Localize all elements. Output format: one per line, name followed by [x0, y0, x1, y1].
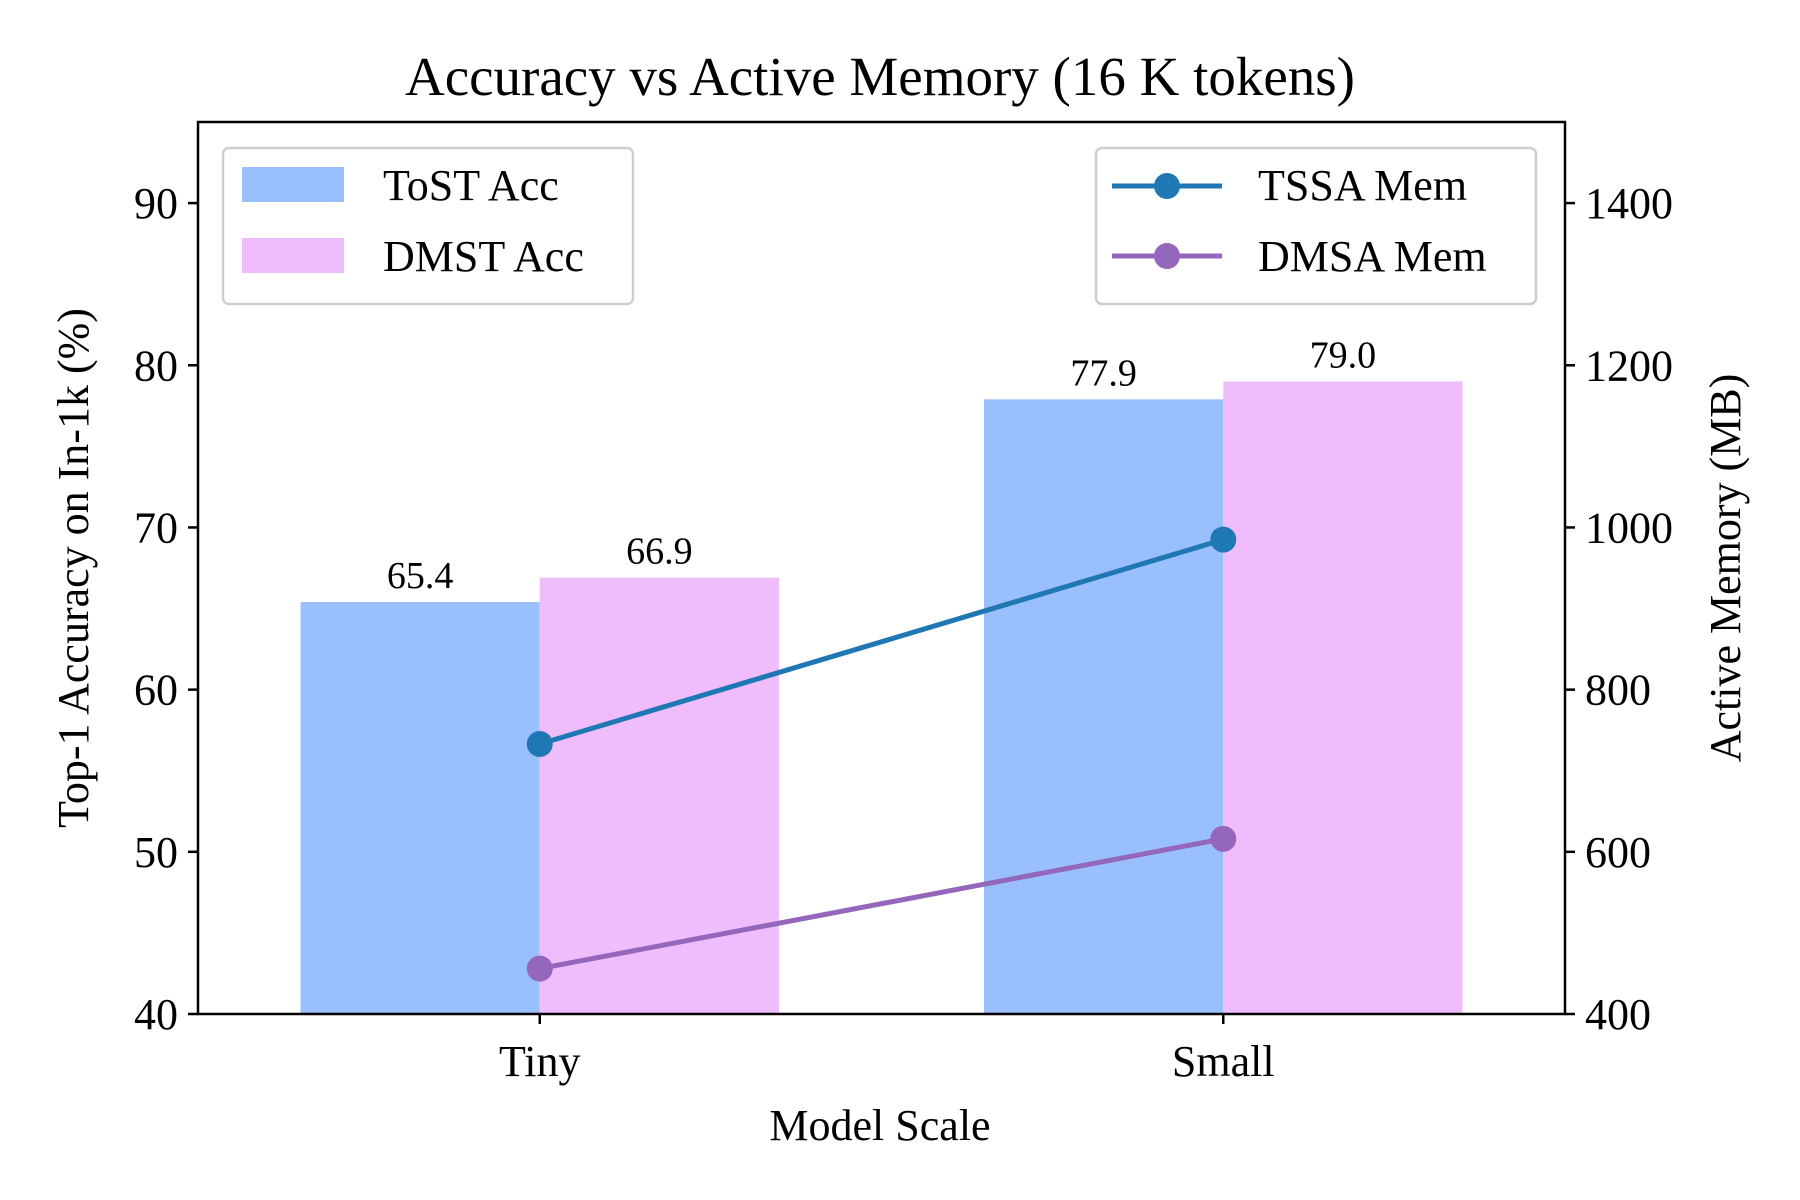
- point-dmsa-mem-tiny: [526, 955, 553, 982]
- y2-tick-label-1000: 1000: [1585, 503, 1673, 552]
- legend-label-tost-acc: ToST Acc: [383, 161, 559, 210]
- plot-area: 65.4 77.9 66.9 79.0: [196, 120, 1567, 1016]
- data-label-dmst-acc-tiny: 66.9: [626, 531, 693, 573]
- line-dmsa-mem: [539, 836, 1224, 972]
- data-label-dmst-acc-small: 79.0: [1310, 334, 1377, 376]
- y2-tick-label-600: 600: [1585, 828, 1651, 877]
- y-tick-label-70: 70: [134, 503, 178, 552]
- y-axis-left: 40 50 60 70 80 90: [134, 179, 198, 1039]
- point-dmsa-mem-small: [1210, 825, 1237, 852]
- y2-axis-label: Active Memory (MB): [1701, 374, 1750, 763]
- y-tick-label-80: 80: [134, 341, 178, 390]
- chart-title: Accuracy vs Active Memory (16 K tokens): [405, 46, 1355, 107]
- point-tssa-mem-tiny: [526, 730, 553, 757]
- line-legend: TSSA Mem DMSA Mem: [1094, 146, 1538, 306]
- y2-tick-label-800: 800: [1585, 666, 1651, 715]
- plot-frame: [196, 120, 1567, 1016]
- data-label-tost-acc-tiny: 65.4: [387, 555, 454, 597]
- x-tick-label-small: Small: [1172, 1037, 1275, 1086]
- legend-marker-tssa-mem: [1154, 173, 1180, 199]
- legend-swatch-dmst-acc: [242, 238, 344, 273]
- bar-tost-acc-small: [984, 399, 1224, 1014]
- legend-label-dmst-acc: DMST Acc: [383, 232, 584, 281]
- data-label-tost-acc-small: 77.9: [1070, 352, 1137, 394]
- y2-tick-label-1200: 1200: [1585, 341, 1673, 390]
- bar-legend: ToST Acc DMST Acc: [221, 146, 635, 306]
- bar-dmst-acc-small: [1223, 381, 1463, 1014]
- y-axis-right: 400 600 800 1000 1200 1400: [1565, 179, 1673, 1039]
- y2-tick-label-1400: 1400: [1585, 179, 1673, 228]
- legend-label-dmsa-mem: DMSA Mem: [1258, 232, 1487, 281]
- x-axis: Tiny Small: [499, 1014, 1275, 1086]
- y-axis-label: Top-1 Accuracy on In-1k (%): [49, 308, 98, 828]
- legend-label-tssa-mem: TSSA Mem: [1258, 161, 1467, 210]
- y-tick-label-40: 40: [134, 990, 178, 1039]
- legend-marker-dmsa-mem: [1154, 243, 1180, 269]
- point-tssa-mem-small: [1210, 526, 1237, 553]
- legend-swatch-tost-acc: [242, 167, 344, 202]
- x-axis-label: Model Scale: [769, 1101, 990, 1150]
- bar-dmst-acc-tiny: [539, 577, 779, 1014]
- line-tssa-mem: [539, 537, 1224, 747]
- y2-tick-label-400: 400: [1585, 990, 1651, 1039]
- x-tick-label-tiny: Tiny: [499, 1037, 581, 1086]
- y-tick-label-90: 90: [134, 179, 178, 228]
- y-tick-label-50: 50: [134, 828, 178, 877]
- y-tick-label-60: 60: [134, 666, 178, 715]
- bar-tost-acc-tiny: [300, 602, 540, 1014]
